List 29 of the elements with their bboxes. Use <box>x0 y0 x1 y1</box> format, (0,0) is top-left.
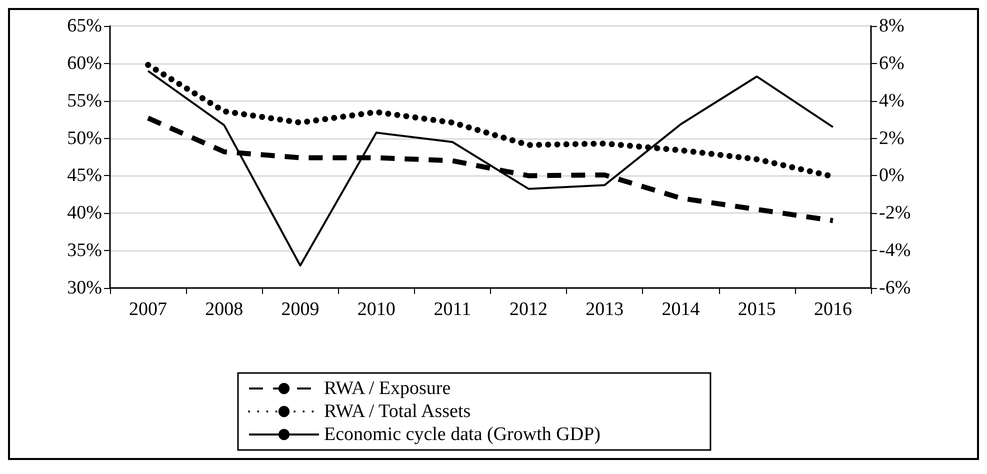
y2-tick-label: -4% <box>879 240 911 262</box>
y-tick-label: 50% <box>67 128 102 149</box>
legend-label: Economic cycle data (Growth GDP) <box>324 424 600 445</box>
y2-tick-label: 4% <box>879 90 904 112</box>
y2-tick-label: 2% <box>879 128 904 149</box>
x-tick-label: 2015 <box>738 299 776 320</box>
x-tick-label: 2009 <box>281 299 320 320</box>
x-tick-label: 2011 <box>434 299 472 320</box>
y-tick-label: 55% <box>67 90 102 112</box>
y-tick-label: 35% <box>67 240 102 262</box>
y-tick-label: 60% <box>67 52 102 74</box>
y-tick-label: 45% <box>67 165 102 186</box>
y2-tick-label: -2% <box>879 202 911 224</box>
y2-tick-label: 6% <box>879 52 904 74</box>
y2-tick-label: -6% <box>879 278 911 298</box>
legend-label: RWA / Exposure <box>324 378 451 399</box>
y-tick-label: 65% <box>67 16 102 36</box>
x-tick-label: 2007 <box>129 299 168 320</box>
y2-tick-label: 0% <box>879 165 904 186</box>
y-tick-label: 40% <box>67 202 102 224</box>
x-tick-label: 2016 <box>814 299 852 320</box>
x-tick-label: 2008 <box>205 299 244 320</box>
legend-label: RWA / Total Assets <box>324 401 471 422</box>
x-tick-label: 2014 <box>662 299 700 320</box>
y-tick-label: 30% <box>67 278 102 298</box>
y2-tick-label: 8% <box>879 16 904 36</box>
x-tick-label: 2012 <box>510 299 548 320</box>
x-tick-label: 2013 <box>586 299 624 320</box>
x-tick-label: 2010 <box>357 299 396 320</box>
